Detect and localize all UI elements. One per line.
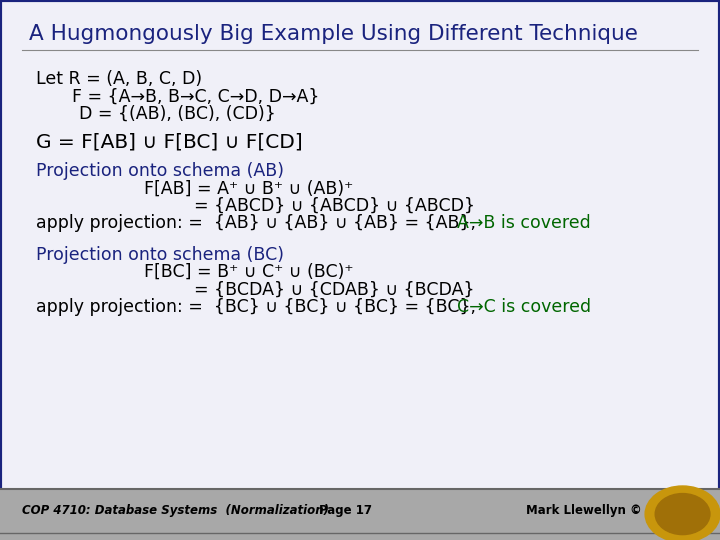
Text: D = {(AB), (BC), (CD)}: D = {(AB), (BC), (CD)} [79, 105, 276, 123]
Text: Page 17: Page 17 [319, 504, 372, 517]
Text: A→B is covered: A→B is covered [457, 214, 591, 232]
Circle shape [645, 486, 720, 540]
Bar [0, 489, 720, 540]
Text: F[BC] = B⁺ ∪ C⁺ ∪ (BC)⁺: F[BC] = B⁺ ∪ C⁺ ∪ (BC)⁺ [144, 263, 354, 281]
Text: Projection onto schema (BC): Projection onto schema (BC) [36, 246, 284, 264]
Text: = {ABCD} ∪ {ABCD} ∪ {ABCD}: = {ABCD} ∪ {ABCD} ∪ {ABCD} [194, 197, 475, 214]
Text: C→C is covered: C→C is covered [457, 298, 591, 315]
Text: F = {A→B, B→C, C→D, D→A}: F = {A→B, B→C, C→D, D→A} [72, 87, 320, 105]
Text: apply projection: =  {AB} ∪ {AB} ∪ {AB} = {AB},: apply projection: = {AB} ∪ {AB} ∪ {AB} =… [36, 214, 476, 232]
Text: Let R = (A, B, C, D): Let R = (A, B, C, D) [36, 70, 202, 88]
Text: A Hugmongously Big Example Using Different Technique: A Hugmongously Big Example Using Differe… [29, 24, 638, 44]
Text: G = F[AB] ∪ F[BC] ∪ F[CD]: G = F[AB] ∪ F[BC] ∪ F[CD] [36, 132, 302, 151]
Text: Mark Llewellyn ©: Mark Llewellyn © [526, 504, 642, 517]
Text: F[AB] = A⁺ ∪ B⁺ ∪ (AB)⁺: F[AB] = A⁺ ∪ B⁺ ∪ (AB)⁺ [144, 179, 354, 197]
Circle shape [655, 494, 710, 535]
Text: Projection onto schema (AB): Projection onto schema (AB) [36, 162, 284, 180]
Text: apply projection: =  {BC} ∪ {BC} ∪ {BC} = {BC},: apply projection: = {BC} ∪ {BC} ∪ {BC} =… [36, 298, 476, 315]
Text: COP 4710: Database Systems  (Normalization): COP 4710: Database Systems (Normalizatio… [22, 504, 328, 517]
Text: = {BCDA} ∪ {CDAB} ∪ {BCDA}: = {BCDA} ∪ {CDAB} ∪ {BCDA} [194, 280, 475, 298]
